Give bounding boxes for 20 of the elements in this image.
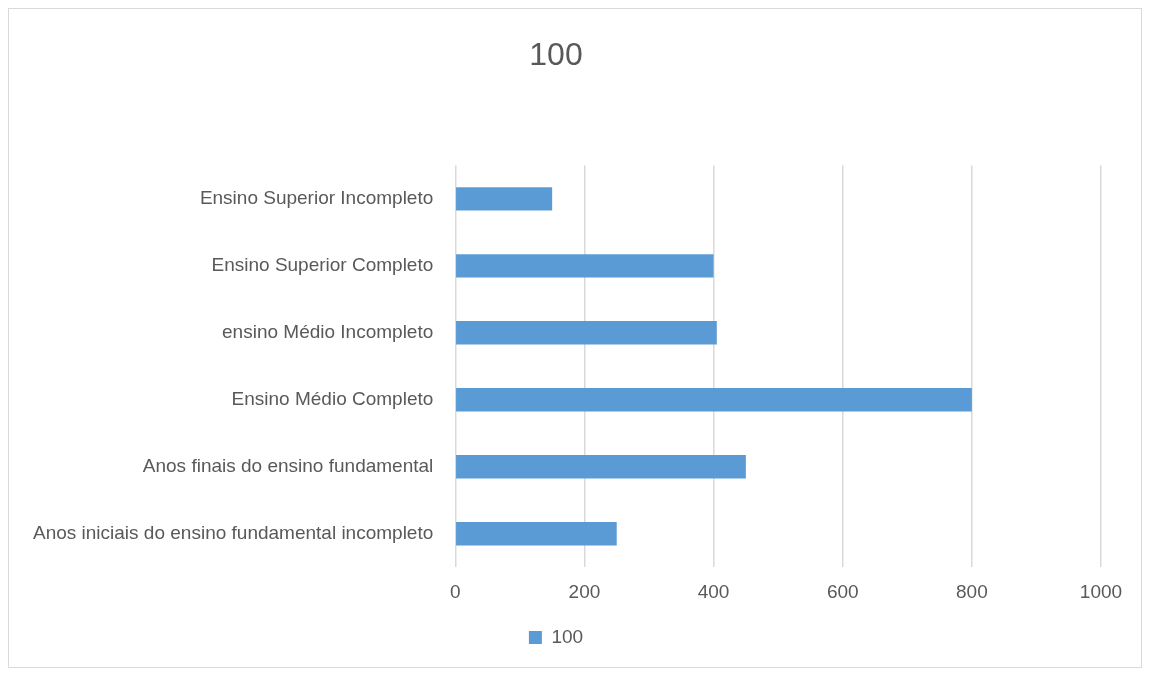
- y-tick-label: Ensino Médio Completo: [231, 388, 434, 410]
- y-tick-label: Anos iniciais do ensino fundamental incompleto: [32, 521, 434, 543]
- x-tick-label: 800: [956, 580, 988, 602]
- bar: [456, 388, 972, 412]
- x-tick-label: 400: [697, 580, 730, 602]
- legend-label: 100: [551, 625, 584, 647]
- bar: [456, 321, 717, 345]
- y-tick-label: ensino Médio Incompleto: [222, 321, 434, 343]
- bar: [456, 522, 617, 546]
- bar: [456, 187, 553, 211]
- x-tick-label: 0: [450, 580, 461, 602]
- y-tick-label: Anos finais do ensino fundamental: [142, 454, 434, 476]
- x-tick-label: 1000: [1079, 580, 1123, 602]
- x-tick-label: 200: [568, 580, 601, 602]
- bar: [456, 254, 714, 278]
- y-tick-label: Ensino Superior Incompleto: [199, 187, 434, 209]
- chart-title: 100: [529, 36, 583, 73]
- y-tick-label: Ensino Superior Completo: [211, 254, 434, 276]
- x-tick-label: 600: [826, 580, 859, 602]
- bar: [456, 455, 746, 479]
